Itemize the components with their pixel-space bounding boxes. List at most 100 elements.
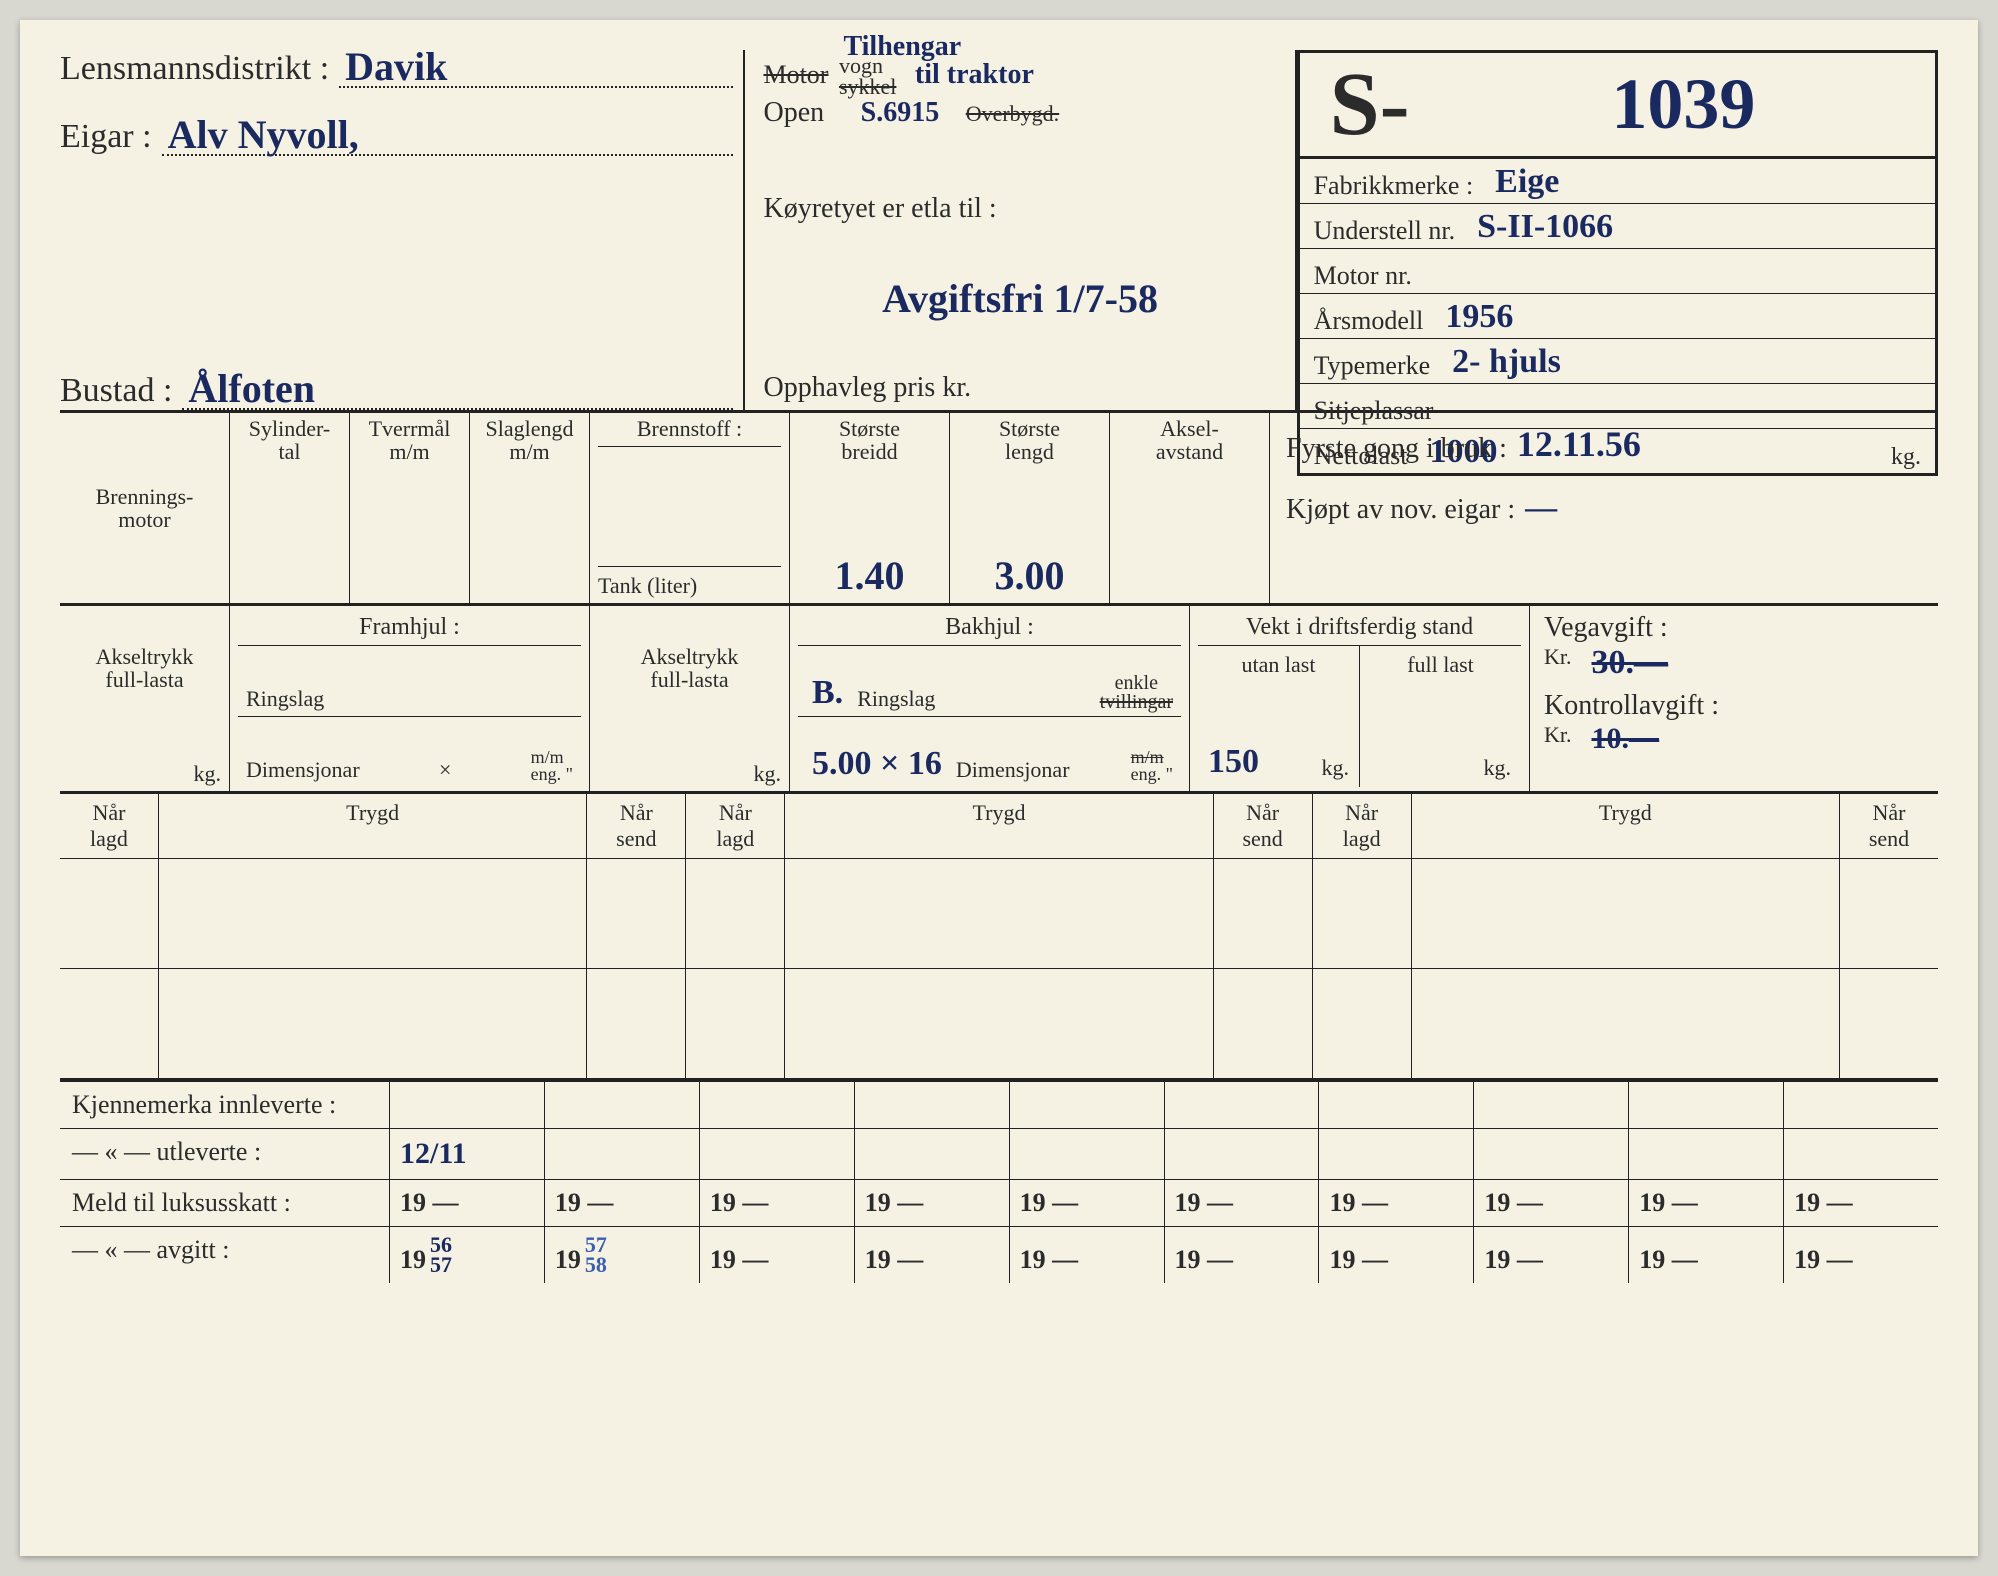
rear-ringslag-value: B. <box>812 674 843 712</box>
bakhjul-cell: Bakhjul : B. Ringslag enkle tvillingar 5… <box>790 606 1190 791</box>
meld-yr-4: 19 — <box>865 1188 924 1218</box>
rear-ringslag-label: Ringslag <box>857 686 935 712</box>
storste-lengd-cell: Største lengd 3.00 <box>950 413 1110 603</box>
trygd-row-1 <box>60 859 1938 969</box>
avgitt-yr-9: 19 — <box>1639 1245 1698 1275</box>
storste-lengd-value: 3.00 <box>958 552 1101 599</box>
innleverte-label: Kjennemerka innleverte : <box>60 1082 390 1128</box>
slaglengd-header: Slaglengd m/m <box>470 413 590 603</box>
meld-label: Meld til luksusskatt : <box>60 1180 390 1226</box>
full-last-kg: kg. <box>1484 755 1512 781</box>
meld-yr-9: 19 — <box>1639 1188 1698 1218</box>
kjopt-value: — <box>1525 489 1557 526</box>
avgitt-yr-3: 19 — <box>710 1245 769 1275</box>
meld-yr-6: 19 — <box>1175 1188 1234 1218</box>
front-akseltrykk-label: Akseltrykk full-lasta <box>68 645 221 761</box>
kontroll-value: 10.— <box>1592 722 1660 756</box>
eigar-line: Alv Nyvoll, <box>162 136 734 156</box>
motor-note2: S.6915 <box>861 97 940 128</box>
vegavgift-label: Vegavgift : <box>1544 612 1924 644</box>
meld-yr-1: 19 — <box>400 1188 459 1218</box>
rear-akseltrykk-cell: Akseltrykk full-lasta kg. <box>590 606 790 791</box>
brenningsmotor-header: Brennings- motor <box>60 413 230 603</box>
rear-eng: eng. " <box>1131 766 1173 783</box>
eigar-value: Alv Nyvoll, <box>168 111 359 158</box>
avgitt-yr-5: 19 — <box>1020 1245 1079 1275</box>
hdr-nar-lagd-3: Når lagd <box>1313 794 1412 859</box>
avgitt-yr-7: 19 — <box>1329 1245 1388 1275</box>
trygd-header-row: Når lagd Trygd Når send Når lagd Trygd N… <box>60 794 1938 859</box>
utan-last-value: 150 <box>1208 743 1259 781</box>
avgitt-yr-4: 19 — <box>865 1245 924 1275</box>
avgiftsfri-value: Avgiftsfri 1/7-58 <box>763 275 1276 322</box>
meld-yr-5: 19 — <box>1020 1188 1079 1218</box>
arsmodell-label: Årsmodell <box>1314 306 1424 336</box>
understell-value: S-II-1066 <box>1465 208 1921 246</box>
avgitt-val-2: 57 58 <box>585 1235 607 1275</box>
meld-yr-2: 19 — <box>555 1188 614 1218</box>
hdr-nar-lagd-2: Når lagd <box>686 794 785 859</box>
lensmannsdistrikt-value: Davik <box>345 43 447 90</box>
hdr-trygd-2: Trygd <box>785 794 1213 859</box>
fabrikkmerke-value: Eige <box>1483 163 1921 201</box>
hdr-nar-send-3: Når send <box>1840 794 1938 859</box>
tverrmaal-header: Tverrmål m/m <box>350 413 470 603</box>
fyrste-label: Fyrste gong i bruk : <box>1286 433 1507 465</box>
rear-kg: kg. <box>598 761 781 787</box>
rear-akseltrykk-label: Akseltrykk full-lasta <box>598 645 781 761</box>
fees-cell: Vegavgift : Kr. 30.— Kontrollavgift : Kr… <box>1530 606 1938 791</box>
avgitt-label: — « — avgitt : <box>60 1227 390 1283</box>
lensmannsdistrikt-label: Lensmannsdistrikt : <box>60 50 329 88</box>
typemerke-label: Typemerke <box>1314 351 1431 381</box>
motor-type-block: Tilhengar Motor vogn sykkel til traktor … <box>763 56 1276 129</box>
overbygd-struck: Overbygd. <box>966 101 1059 126</box>
hdr-nar-send-1: Når send <box>587 794 686 859</box>
row-utleverte: — « — utleverte : 12/11 <box>60 1129 1938 1180</box>
brennstoff-cell: Brennstoff : Tank (liter) <box>590 413 790 603</box>
full-last-label: full last <box>1370 652 1511 678</box>
utan-last-label: utan last <box>1208 652 1349 678</box>
utleverte-label: — « — utleverte : <box>60 1129 390 1179</box>
avgitt-yr-6: 19 — <box>1175 1245 1234 1275</box>
top-region: Lensmannsdistrikt : Davik Eigar : Alv Ny… <box>60 50 1938 410</box>
hdr-nar-send-2: Når send <box>1214 794 1313 859</box>
trygd-row-2 <box>60 969 1938 1079</box>
avgitt-val-1: 56 57 <box>430 1235 452 1275</box>
meld-yr-3: 19 — <box>710 1188 769 1218</box>
bakhjul-header: Bakhjul : <box>798 610 1181 646</box>
meld-yr-7: 19 — <box>1329 1188 1388 1218</box>
storste-lengd-label: Største lengd <box>958 417 1101 463</box>
sylindertal-header: Sylinder- tal <box>230 413 350 603</box>
vegavgift-value: 30.— <box>1592 644 1669 682</box>
first-use-cell: Fyrste gong i bruk : 12.11.56 Kjøpt av n… <box>1270 413 1938 603</box>
motor-note1: til traktor <box>915 59 1034 90</box>
motor-label-struck: Motor <box>763 60 828 89</box>
eigar-label: Eigar : <box>60 118 152 156</box>
bustad-value: Ålfoten <box>188 365 315 412</box>
framhjul-header: Framhjul : <box>238 610 581 646</box>
annotation-tilhengar: Tilhengar <box>843 32 961 63</box>
storste-breidd-label: Største breidd <box>798 417 941 463</box>
registration-row: S- 1039 <box>1297 50 1938 159</box>
kontroll-label: Kontrollavgift : <box>1544 690 1924 722</box>
utan-last-kg: kg. <box>1322 755 1350 781</box>
meld-yr-10: 19 — <box>1794 1188 1853 1218</box>
storste-breidd-value: 1.40 <box>798 552 941 599</box>
hdr-trygd-3: Trygd <box>1412 794 1840 859</box>
rear-dim-value: 5.00 × 16 <box>812 745 942 783</box>
row-innleverte: Kjennemerka innleverte : <box>60 1082 1938 1129</box>
hdr-trygd-1: Trygd <box>159 794 587 859</box>
brennstoff-label: Brennstoff : <box>598 417 781 447</box>
registration-prefix: S- <box>1300 53 1432 156</box>
vegavgift-kr: Kr. <box>1544 644 1572 682</box>
arsmodell-value: 1956 <box>1433 298 1921 336</box>
front-akseltrykk-cell: Akseltrykk full-lasta kg. <box>60 606 230 791</box>
front-eng: eng. " <box>531 766 573 783</box>
utleverte-value: 12/11 <box>400 1137 467 1171</box>
bustad-line: Ålfoten <box>182 390 733 410</box>
pris-label: Opphavleg pris kr. <box>763 372 1276 404</box>
understell-label: Understell nr. <box>1314 216 1456 246</box>
kjopt-label: Kjøpt av nov. eigar : <box>1286 494 1515 526</box>
motor-sykkel-struck: sykkel <box>839 77 896 98</box>
top-left: Lensmannsdistrikt : Davik Eigar : Alv Ny… <box>60 50 743 410</box>
